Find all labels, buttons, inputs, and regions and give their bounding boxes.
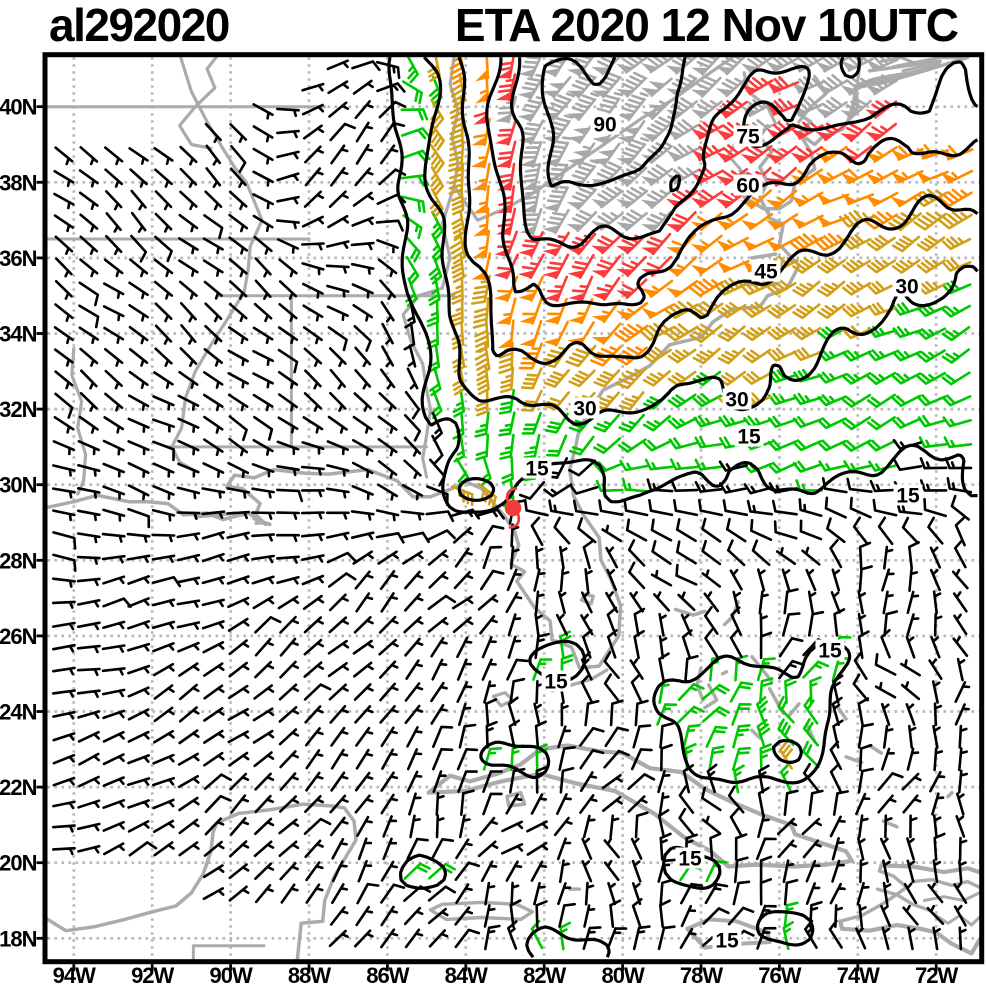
svg-text:76W: 76W <box>758 963 801 988</box>
svg-text:18N: 18N <box>0 926 37 951</box>
svg-text:74W: 74W <box>837 963 880 988</box>
svg-text:26N: 26N <box>0 624 37 649</box>
svg-text:36N: 36N <box>0 246 37 271</box>
svg-text:90W: 90W <box>209 963 252 988</box>
svg-text:28N: 28N <box>0 548 37 573</box>
svg-text:15: 15 <box>678 848 702 871</box>
svg-text:78W: 78W <box>680 963 723 988</box>
svg-text:72W: 72W <box>915 963 958 988</box>
svg-text:ETA 2020 12 Nov 10UTC: ETA 2020 12 Nov 10UTC <box>455 0 958 51</box>
svg-text:34N: 34N <box>0 322 37 347</box>
svg-text:30: 30 <box>573 398 596 421</box>
svg-text:15: 15 <box>525 458 549 481</box>
svg-text:60: 60 <box>736 175 759 198</box>
svg-text:80W: 80W <box>601 963 644 988</box>
svg-text:20N: 20N <box>0 851 37 876</box>
svg-text:94W: 94W <box>53 963 96 988</box>
svg-text:15: 15 <box>896 485 920 508</box>
svg-text:15: 15 <box>818 640 842 663</box>
svg-text:30N: 30N <box>0 473 37 498</box>
svg-text:40N: 40N <box>0 95 37 120</box>
svg-text:90: 90 <box>593 114 616 137</box>
svg-text:82W: 82W <box>523 963 566 988</box>
svg-text:15: 15 <box>737 426 761 449</box>
svg-text:32N: 32N <box>0 397 37 422</box>
svg-text:al292020: al292020 <box>49 0 229 51</box>
svg-text:30: 30 <box>725 389 748 412</box>
svg-text:86W: 86W <box>366 963 409 988</box>
svg-text:45: 45 <box>754 261 778 284</box>
svg-text:38N: 38N <box>0 170 37 195</box>
svg-text:75: 75 <box>736 126 760 149</box>
svg-text:22N: 22N <box>0 775 37 800</box>
svg-text:88W: 88W <box>288 963 331 988</box>
svg-text:84W: 84W <box>445 963 488 988</box>
svg-text:15: 15 <box>544 671 568 694</box>
svg-text:24N: 24N <box>0 700 37 725</box>
svg-text:30: 30 <box>895 276 918 299</box>
svg-text:92W: 92W <box>131 963 174 988</box>
svg-text:15: 15 <box>715 930 739 953</box>
